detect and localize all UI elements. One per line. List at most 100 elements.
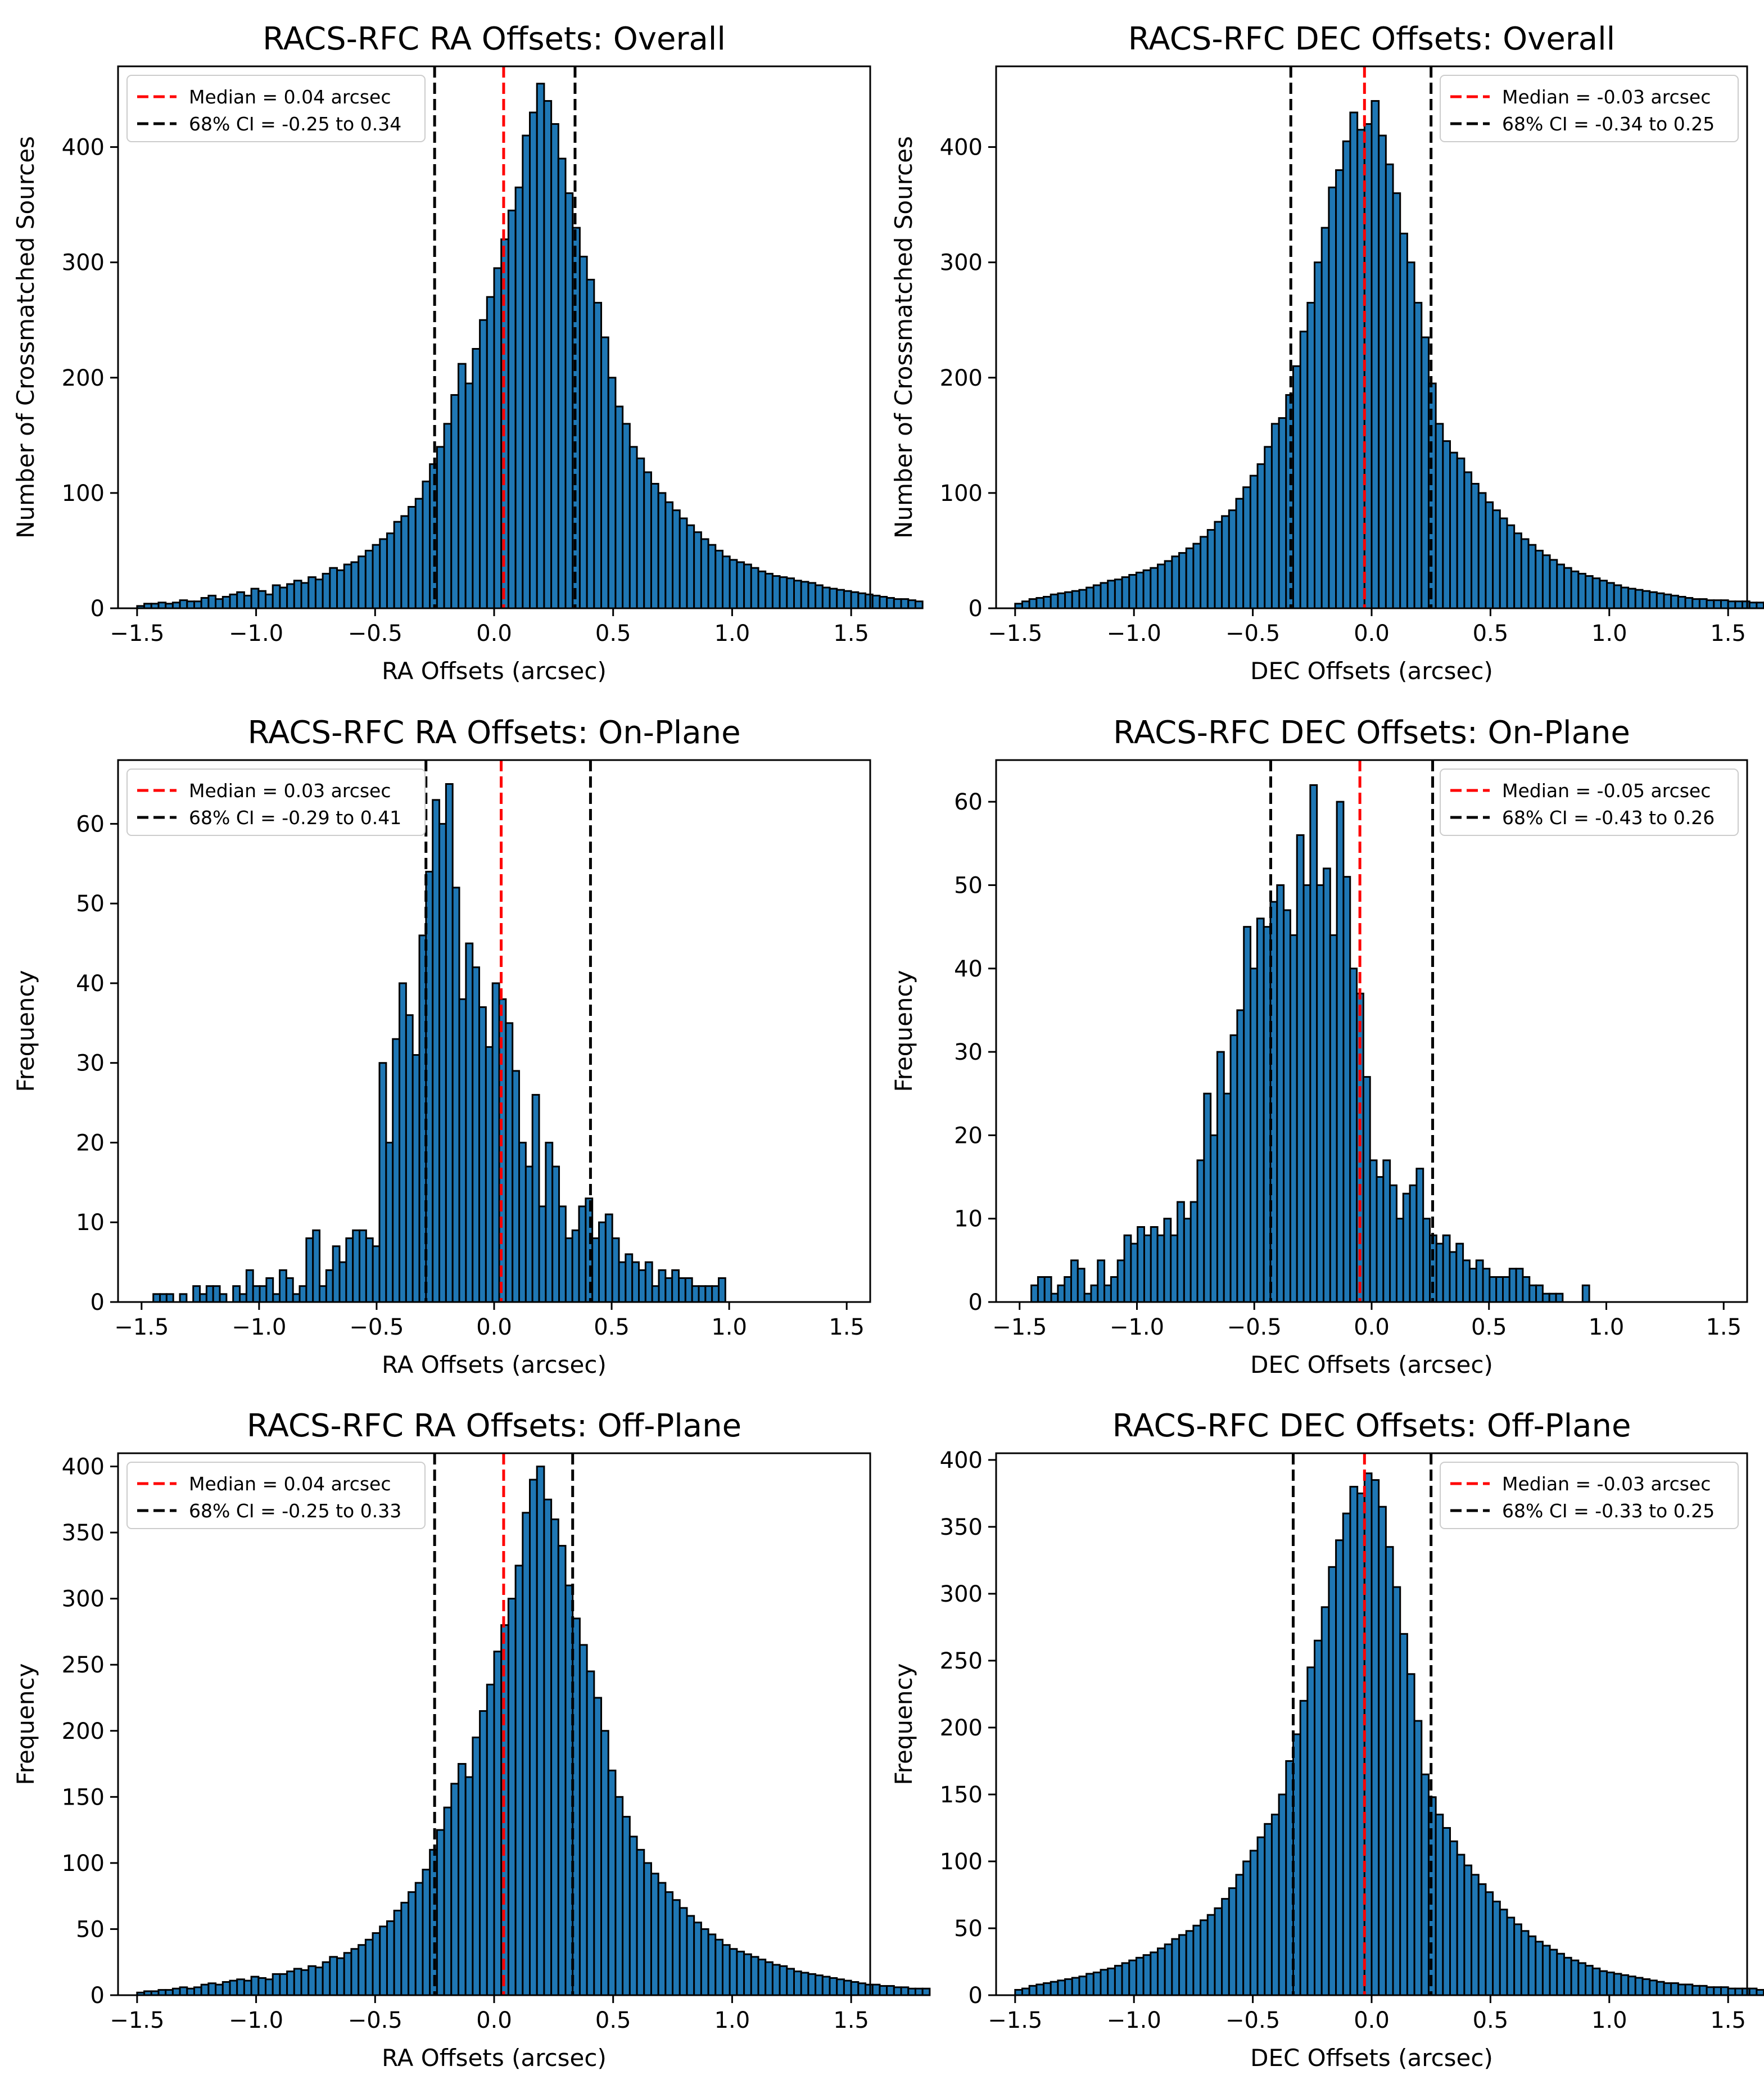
x-tick-label: 0.0 <box>1354 2008 1390 2033</box>
legend-ci-label: 68% CI = -0.25 to 0.33 <box>189 1500 401 1522</box>
histogram-bar <box>1620 1974 1630 1996</box>
y-tick-label: 400 <box>62 1454 105 1480</box>
histogram-bar <box>693 531 702 609</box>
histogram-bar <box>1320 1606 1330 1996</box>
histogram-bar <box>1250 968 1258 1303</box>
histogram-bar <box>1171 555 1180 609</box>
histogram-bar <box>729 1948 738 1996</box>
histogram-bar <box>578 255 588 609</box>
y-tick-label: 10 <box>76 1210 105 1236</box>
histogram-bar <box>743 563 752 609</box>
histogram-bar <box>1734 600 1744 609</box>
histogram-bar <box>219 1293 228 1303</box>
histogram-bar <box>1399 1633 1408 1996</box>
histogram-bar <box>611 1237 620 1303</box>
chart-title: RACS-RFC DEC Offsets: On-Plane <box>1113 715 1630 751</box>
histogram-bar <box>305 1237 314 1303</box>
histogram-bar <box>1306 1666 1316 1996</box>
histogram-bar <box>1756 1988 1764 1996</box>
histogram-bar <box>200 1983 210 1996</box>
histogram-bar <box>1570 570 1580 609</box>
histogram-bar <box>558 1205 567 1303</box>
histogram-bar <box>1143 1234 1152 1303</box>
histogram-bar <box>322 1961 331 1996</box>
x-tick-label: 0.0 <box>476 1314 512 1340</box>
histogram-bar <box>1229 1034 1238 1303</box>
histogram-bar <box>800 581 809 609</box>
histogram-bar <box>550 123 559 609</box>
histogram-bar <box>265 1978 274 1996</box>
histogram-bar <box>1137 1226 1145 1303</box>
histogram-bar <box>1142 1954 1152 1996</box>
histogram-bar <box>786 1968 795 1996</box>
histogram-bar <box>1050 1981 1059 1996</box>
histogram-bar <box>1070 1259 1079 1303</box>
histogram-bar <box>350 561 360 609</box>
histogram-bar <box>529 1479 538 1996</box>
histogram-bar <box>1563 567 1572 609</box>
histogram-bar <box>400 515 410 609</box>
histogram-bar <box>507 1598 517 1996</box>
x-axis-label: RA Offsets (arcsec) <box>382 1351 607 1378</box>
x-tick-label: −1.5 <box>992 1314 1047 1340</box>
histogram-bar <box>1349 111 1359 609</box>
histogram-bar <box>678 1277 686 1303</box>
histogram-bar <box>622 1816 631 1996</box>
histogram-bar <box>1613 1973 1622 1996</box>
x-axis-label: RA Offsets (arcsec) <box>382 657 607 685</box>
histogram-bar <box>1071 590 1080 609</box>
histogram-bar <box>1748 602 1758 609</box>
histogram-bar <box>1214 1907 1223 1996</box>
histogram-bar <box>378 1062 387 1303</box>
histogram-bar <box>1691 598 1700 609</box>
histogram-bar <box>1535 549 1544 609</box>
histogram-bar <box>1555 1292 1564 1303</box>
histogram-bar <box>1713 1986 1722 1996</box>
histogram-bar <box>1402 1192 1411 1303</box>
histogram-bar <box>671 1269 680 1303</box>
histogram-bar <box>364 549 374 609</box>
histogram-bar <box>1489 1276 1498 1303</box>
histogram-bar <box>707 544 717 609</box>
histogram-bar <box>1342 1512 1351 1996</box>
histogram-bar <box>1620 586 1630 609</box>
histogram-bar <box>529 111 538 609</box>
x-tick-label: 0.5 <box>1473 621 1509 647</box>
x-tick-label: −1.5 <box>988 621 1042 647</box>
histogram-bar <box>1050 1292 1059 1303</box>
histogram-bar <box>1376 1176 1385 1303</box>
histogram-bar <box>1116 1259 1125 1303</box>
histogram-bar <box>285 1277 294 1303</box>
histogram-bar <box>393 521 402 609</box>
histogram-bar <box>1369 1159 1378 1303</box>
histogram-bar <box>1522 1276 1531 1303</box>
histogram-bar <box>1409 1184 1418 1303</box>
histogram-bar <box>1613 584 1622 609</box>
histogram-bar <box>458 998 467 1303</box>
histogram-bar <box>1306 301 1316 609</box>
histogram-bar <box>672 509 681 609</box>
histogram-bar <box>779 576 788 609</box>
histogram-bar <box>1670 594 1679 609</box>
histogram-bar <box>1727 1987 1736 1996</box>
y-tick-label: 50 <box>954 873 983 898</box>
histogram-bar <box>1206 1914 1216 1996</box>
histogram-bar <box>1223 1092 1232 1303</box>
histogram-bar <box>1581 1284 1590 1303</box>
x-tick-label: −1.0 <box>1107 621 1161 647</box>
y-tick-label: 40 <box>76 971 105 997</box>
histogram-bar <box>314 1967 324 1996</box>
histogram-bar <box>338 1261 347 1303</box>
histogram-bar <box>1256 1836 1266 1996</box>
histogram-bar <box>1189 1201 1198 1303</box>
histogram-bar <box>1210 1134 1218 1303</box>
histogram-bar <box>1541 1292 1550 1303</box>
histogram-bar <box>329 1956 338 1996</box>
histogram-bar <box>245 1269 254 1303</box>
histogram-bar <box>364 1938 374 1996</box>
histogram-bar <box>1028 598 1038 609</box>
histogram-bar <box>1499 1909 1508 1996</box>
histogram-bar <box>1577 1962 1587 1996</box>
y-tick-label: 350 <box>940 1515 983 1540</box>
x-tick-label: 0.5 <box>595 621 631 647</box>
